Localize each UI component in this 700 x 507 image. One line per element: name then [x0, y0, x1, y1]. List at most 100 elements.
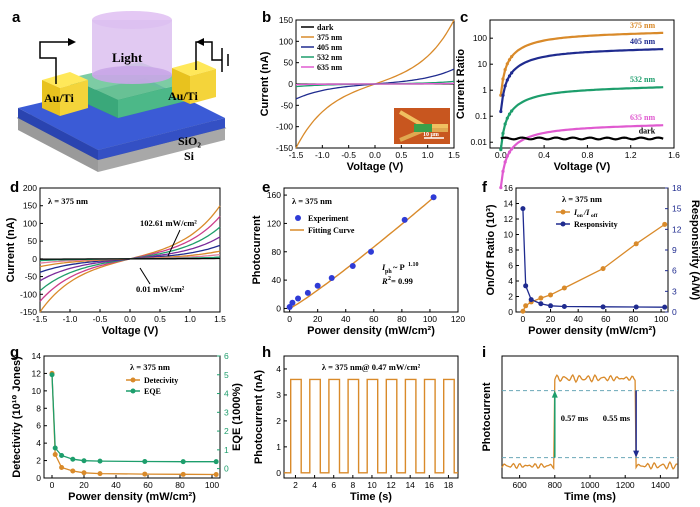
y-tick-label: 10	[32, 386, 42, 396]
plot-frame	[283, 187, 459, 313]
x-tick-label: 80	[175, 480, 185, 490]
y-right-tick-label: 2	[224, 426, 229, 436]
x-tick-label: 0.5	[395, 150, 407, 160]
fit-curve	[289, 195, 436, 310]
y-tick-label: 1	[482, 85, 487, 95]
y-right-axis-label: Responsivity (A/W)	[689, 200, 700, 301]
series-marker	[507, 150, 512, 154]
plot-frame	[501, 355, 679, 479]
x-tick-label: 0.5	[154, 314, 166, 324]
series-marker	[520, 308, 526, 314]
y-tick-label: -100	[276, 122, 293, 132]
y-tick-label: -150	[276, 143, 293, 153]
x-axis-label: Voltage (V)	[554, 161, 611, 173]
x-tick-label: 0.0	[369, 150, 381, 160]
si-substrate-front	[98, 128, 225, 172]
y-tick-label: 6	[36, 421, 41, 431]
y-tick-label: 0.01	[470, 137, 487, 147]
electrode-right-label: Au/Ti	[168, 89, 198, 103]
panel-e: e 0 20 40 60 80 100 120 0 40 80 120 160 Power density…	[251, 179, 465, 337]
data-point	[349, 262, 356, 269]
legend-entry-subscript: on	[577, 213, 583, 219]
x-tick-label: 20	[313, 314, 323, 324]
electrode-left-front	[60, 80, 88, 116]
x-tick-label: -1.0	[315, 150, 330, 160]
y-tick-label: 10	[504, 230, 514, 240]
panel-label: d	[10, 179, 19, 196]
x-tick-label: 18	[444, 480, 454, 490]
x-tick-label: 0	[287, 314, 292, 324]
fall-arrow-head	[633, 450, 640, 458]
series-marker	[97, 458, 103, 464]
x-tick-label: 0.4	[538, 150, 550, 160]
panel-d: d -1.5 -1.0 -0.5 0.0 0.5 1.0 1.5 -150 -100 -50 0 50 1…	[5, 179, 226, 337]
x-tick-label: 80	[397, 314, 407, 324]
y-tick-label: 14	[504, 199, 514, 209]
x-axis-label: Time (ms)	[564, 491, 616, 503]
series-marker	[503, 84, 507, 88]
series-marker	[561, 303, 567, 309]
x-axis-label: Power density (mW/cm²)	[528, 325, 656, 337]
x-axis-label: Voltage (V)	[102, 325, 159, 337]
x-tick-label: -1.5	[33, 314, 48, 324]
series-marker	[548, 292, 554, 298]
x-tick-label: 0.0	[124, 314, 136, 324]
y-right-tick-label: 1	[224, 445, 229, 455]
light-beam	[92, 20, 172, 75]
series-marker	[59, 452, 65, 458]
high-power-annotation: 102.61 mW/cm²	[140, 218, 197, 228]
series-label: 405 nm	[630, 37, 655, 46]
series-marker	[97, 471, 103, 477]
fall-time-annotation: 0.55 ms	[603, 413, 631, 423]
series-marker	[52, 451, 58, 457]
y-tick-label: 0	[288, 79, 293, 89]
series-marker	[528, 297, 534, 303]
x-tick-label: 1.0	[422, 150, 434, 160]
y-tick-label: 150	[23, 201, 37, 211]
x-tick-label: 20	[546, 314, 556, 324]
data-point	[430, 194, 437, 201]
x-tick-label: 1400	[651, 480, 670, 490]
y-tick-label: 2	[508, 292, 513, 302]
series-marker	[501, 77, 505, 81]
legend-entry-subscript: off	[591, 213, 598, 219]
x-tick-label: 6	[331, 480, 336, 490]
y-axis-label: Photocurrent	[251, 215, 263, 284]
x-tick-label: 0.8	[581, 150, 593, 160]
panel-label: i	[482, 344, 486, 361]
series-label: dark	[639, 127, 656, 136]
y-axis-label: Current Ratio	[455, 49, 467, 120]
y-tick-label: -50	[25, 272, 38, 282]
y-axis-label: Current (nA)	[5, 217, 17, 282]
series-marker	[510, 54, 514, 59]
series-marker	[523, 283, 529, 289]
data-point	[401, 216, 408, 223]
data-point	[368, 248, 374, 255]
legend-entry: 375 nm	[317, 33, 342, 42]
x-tick-label: -0.5	[341, 150, 356, 160]
x-tick-label: 1000	[581, 480, 600, 490]
panel-label: h	[262, 344, 271, 361]
y-tick-label: 10	[478, 59, 488, 69]
electrode-right-side	[172, 68, 190, 104]
y-tick-label: 0	[32, 254, 37, 264]
x-axis-label: Power density (mW/cm²)	[307, 325, 435, 337]
r2-annotation: R	[381, 276, 388, 286]
electrode-right-top	[172, 61, 216, 76]
series-marker	[503, 68, 507, 72]
series-marker	[510, 71, 514, 75]
x-tick-label: 40	[573, 314, 583, 324]
x-tick-label: 1.5	[214, 314, 226, 324]
y-tick-label: 8	[508, 245, 513, 255]
x-tick-label: 16	[425, 480, 435, 490]
series-marker	[505, 62, 509, 66]
x-tick-label: 40	[341, 314, 351, 324]
series-line-4	[500, 136, 664, 141]
panel-label: f	[482, 179, 488, 196]
series-marker	[52, 445, 58, 451]
series-marker	[510, 109, 514, 113]
series-marker	[505, 116, 509, 120]
x-axis-label: Voltage (V)	[347, 161, 404, 173]
condition-annotation: λ = 375 nm@ 0.47 mW/cm²	[322, 362, 421, 372]
